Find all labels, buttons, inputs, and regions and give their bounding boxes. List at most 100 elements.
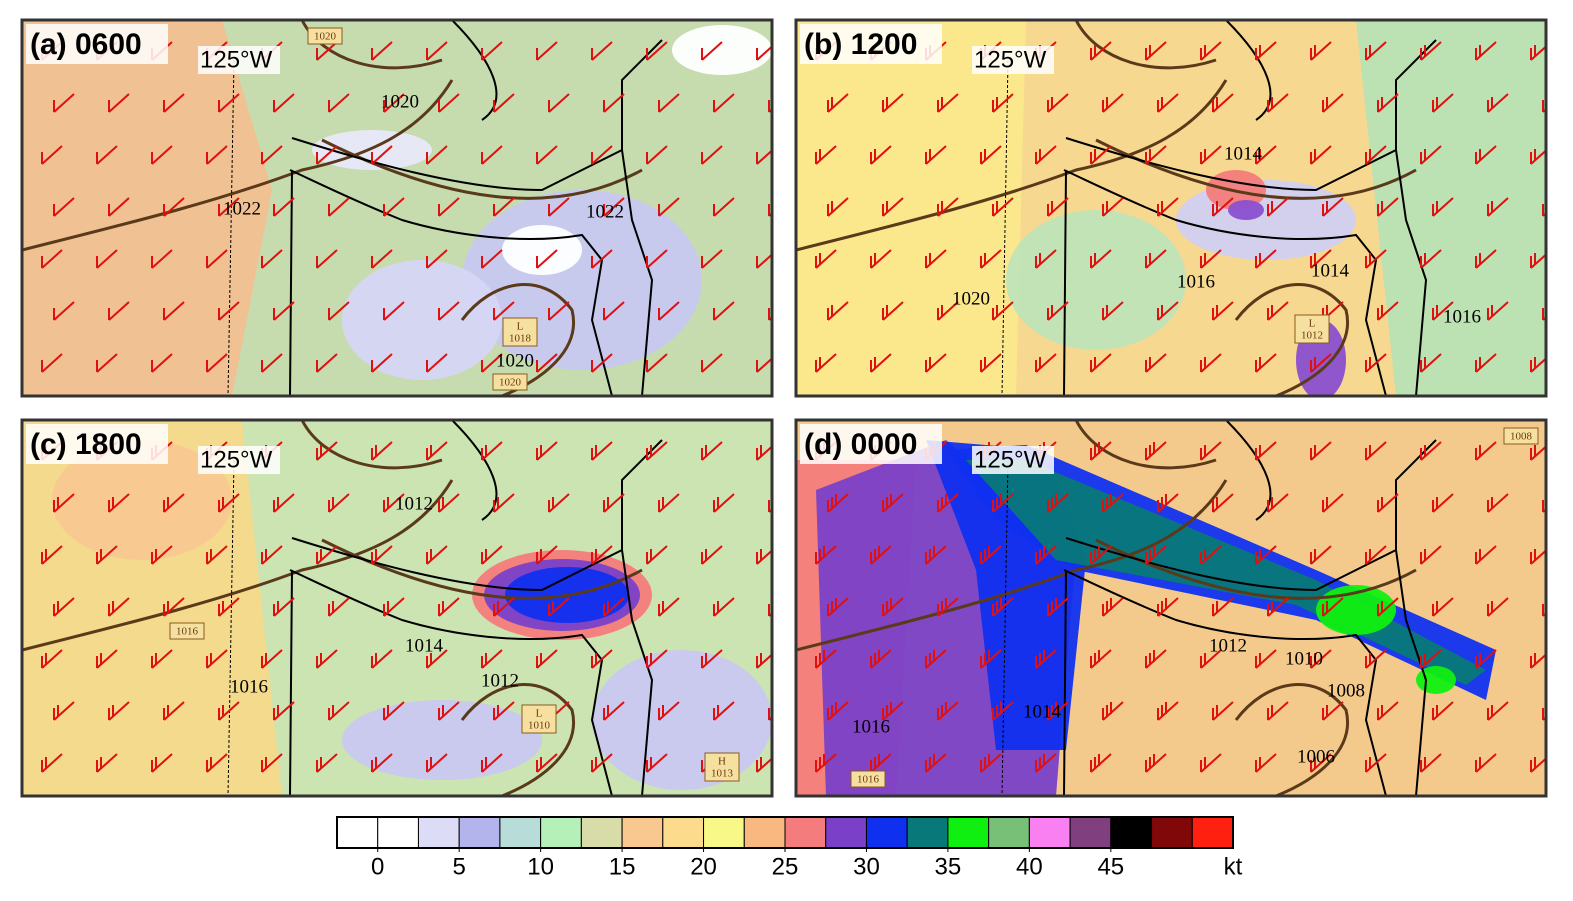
wind-barb [1145, 353, 1167, 373]
panel-label-bg [26, 24, 168, 64]
wind-barb [701, 249, 723, 269]
wind-barb [768, 705, 772, 721]
wind-barb [328, 597, 350, 617]
colorbar-swatch [540, 816, 582, 849]
wind-barb [108, 701, 130, 721]
wind-barb [1542, 305, 1546, 321]
wind-barb [1365, 353, 1387, 373]
wind-barb [371, 249, 393, 269]
wind-barb [1102, 701, 1124, 721]
wind-barb [1377, 93, 1399, 113]
wind-barb [658, 493, 680, 513]
wind-barb [218, 493, 240, 513]
wind-barb [701, 649, 723, 669]
wind-shading [342, 260, 502, 380]
isobar-label: 1006 [1297, 746, 1335, 767]
wind-barb [992, 701, 1014, 721]
isobar-label: 1014 [405, 635, 444, 656]
wind-barb [1377, 701, 1399, 721]
wind-barb [328, 301, 350, 321]
wind-barb [108, 597, 130, 617]
colorbar-swatch [825, 816, 867, 849]
colorbar-tick-label: 5 [453, 853, 466, 880]
wind-barb [925, 249, 947, 269]
wind-shading [1176, 180, 1356, 260]
wind-barb [1047, 301, 1069, 321]
colorbar-swatch [1069, 816, 1112, 849]
wind-barb [870, 145, 892, 165]
wind-barb [1365, 41, 1387, 61]
wind-barb [980, 249, 1002, 269]
wind-barb [1310, 649, 1332, 669]
isobar [796, 420, 1417, 796]
wind-barb [646, 145, 668, 165]
wind-shading [796, 20, 1026, 396]
coastline [1063, 169, 1387, 396]
wind-barb [438, 197, 460, 217]
wind-barb [481, 41, 503, 61]
wind-barb [1420, 41, 1442, 61]
meridian-label: 125°W [200, 46, 273, 73]
wind-barb [1310, 441, 1332, 461]
wind-barb [438, 301, 460, 321]
wind-barb [163, 197, 185, 217]
colorbar-swatch [1151, 816, 1193, 849]
wind-barb [481, 753, 503, 773]
wind-barb [1530, 45, 1546, 61]
wind-barb [756, 149, 772, 165]
wind-barb [316, 41, 338, 61]
panel-frame [20, 18, 774, 398]
wind-barb [218, 597, 240, 617]
wind-shading [22, 20, 272, 396]
wind-barb [1310, 145, 1332, 165]
wind-barb [870, 249, 892, 269]
meridian-line [1001, 459, 1009, 796]
wind-barb [1047, 197, 1069, 217]
wind-barb [1200, 41, 1222, 61]
wind-barb [273, 701, 295, 721]
wind-barb [1255, 145, 1277, 165]
wind-barb [493, 701, 515, 721]
wind-barb [273, 493, 295, 513]
panel-label: (d) 0000 [804, 428, 917, 461]
wind-barb [1145, 545, 1167, 565]
wind-barb [1267, 93, 1289, 113]
wind-barb [1310, 545, 1332, 565]
wind-barb [1365, 753, 1387, 773]
wind-barb [1487, 197, 1509, 217]
wind-barb [481, 353, 503, 373]
wind-barb [1475, 41, 1497, 61]
wind-barb [1212, 597, 1234, 617]
wind-barb [151, 249, 173, 269]
isobar-label: 1012 [395, 493, 433, 514]
wind-barb [536, 145, 558, 165]
wind-barb [1145, 41, 1167, 61]
wind-barb [1035, 545, 1057, 565]
coastline [1065, 20, 1437, 396]
isobar-label: 1022 [223, 198, 261, 219]
wind-barb [383, 197, 405, 217]
wind-barb [1200, 545, 1222, 565]
wind-shading [342, 700, 542, 780]
wind-barb [713, 597, 735, 617]
wind-barb [328, 701, 350, 721]
wind-barb [1157, 197, 1179, 217]
wind-barb [756, 357, 772, 373]
colorbar-tick-label: 25 [772, 853, 799, 880]
wind-barb [151, 545, 173, 565]
wind-barb [383, 701, 405, 721]
wind-barb [980, 353, 1002, 373]
wind-barb [992, 597, 1014, 617]
wind-barb [426, 353, 448, 373]
wind-barb [1542, 497, 1546, 513]
wind-barb [1047, 701, 1069, 721]
wind-barb [1322, 597, 1344, 617]
wind-barb [827, 93, 849, 113]
wind-barb [756, 757, 772, 773]
wind-shading [1228, 200, 1264, 220]
wind-barb [591, 649, 613, 669]
wind-barb [925, 545, 947, 565]
wind-barb [163, 93, 185, 113]
wind-barb [1420, 249, 1442, 269]
